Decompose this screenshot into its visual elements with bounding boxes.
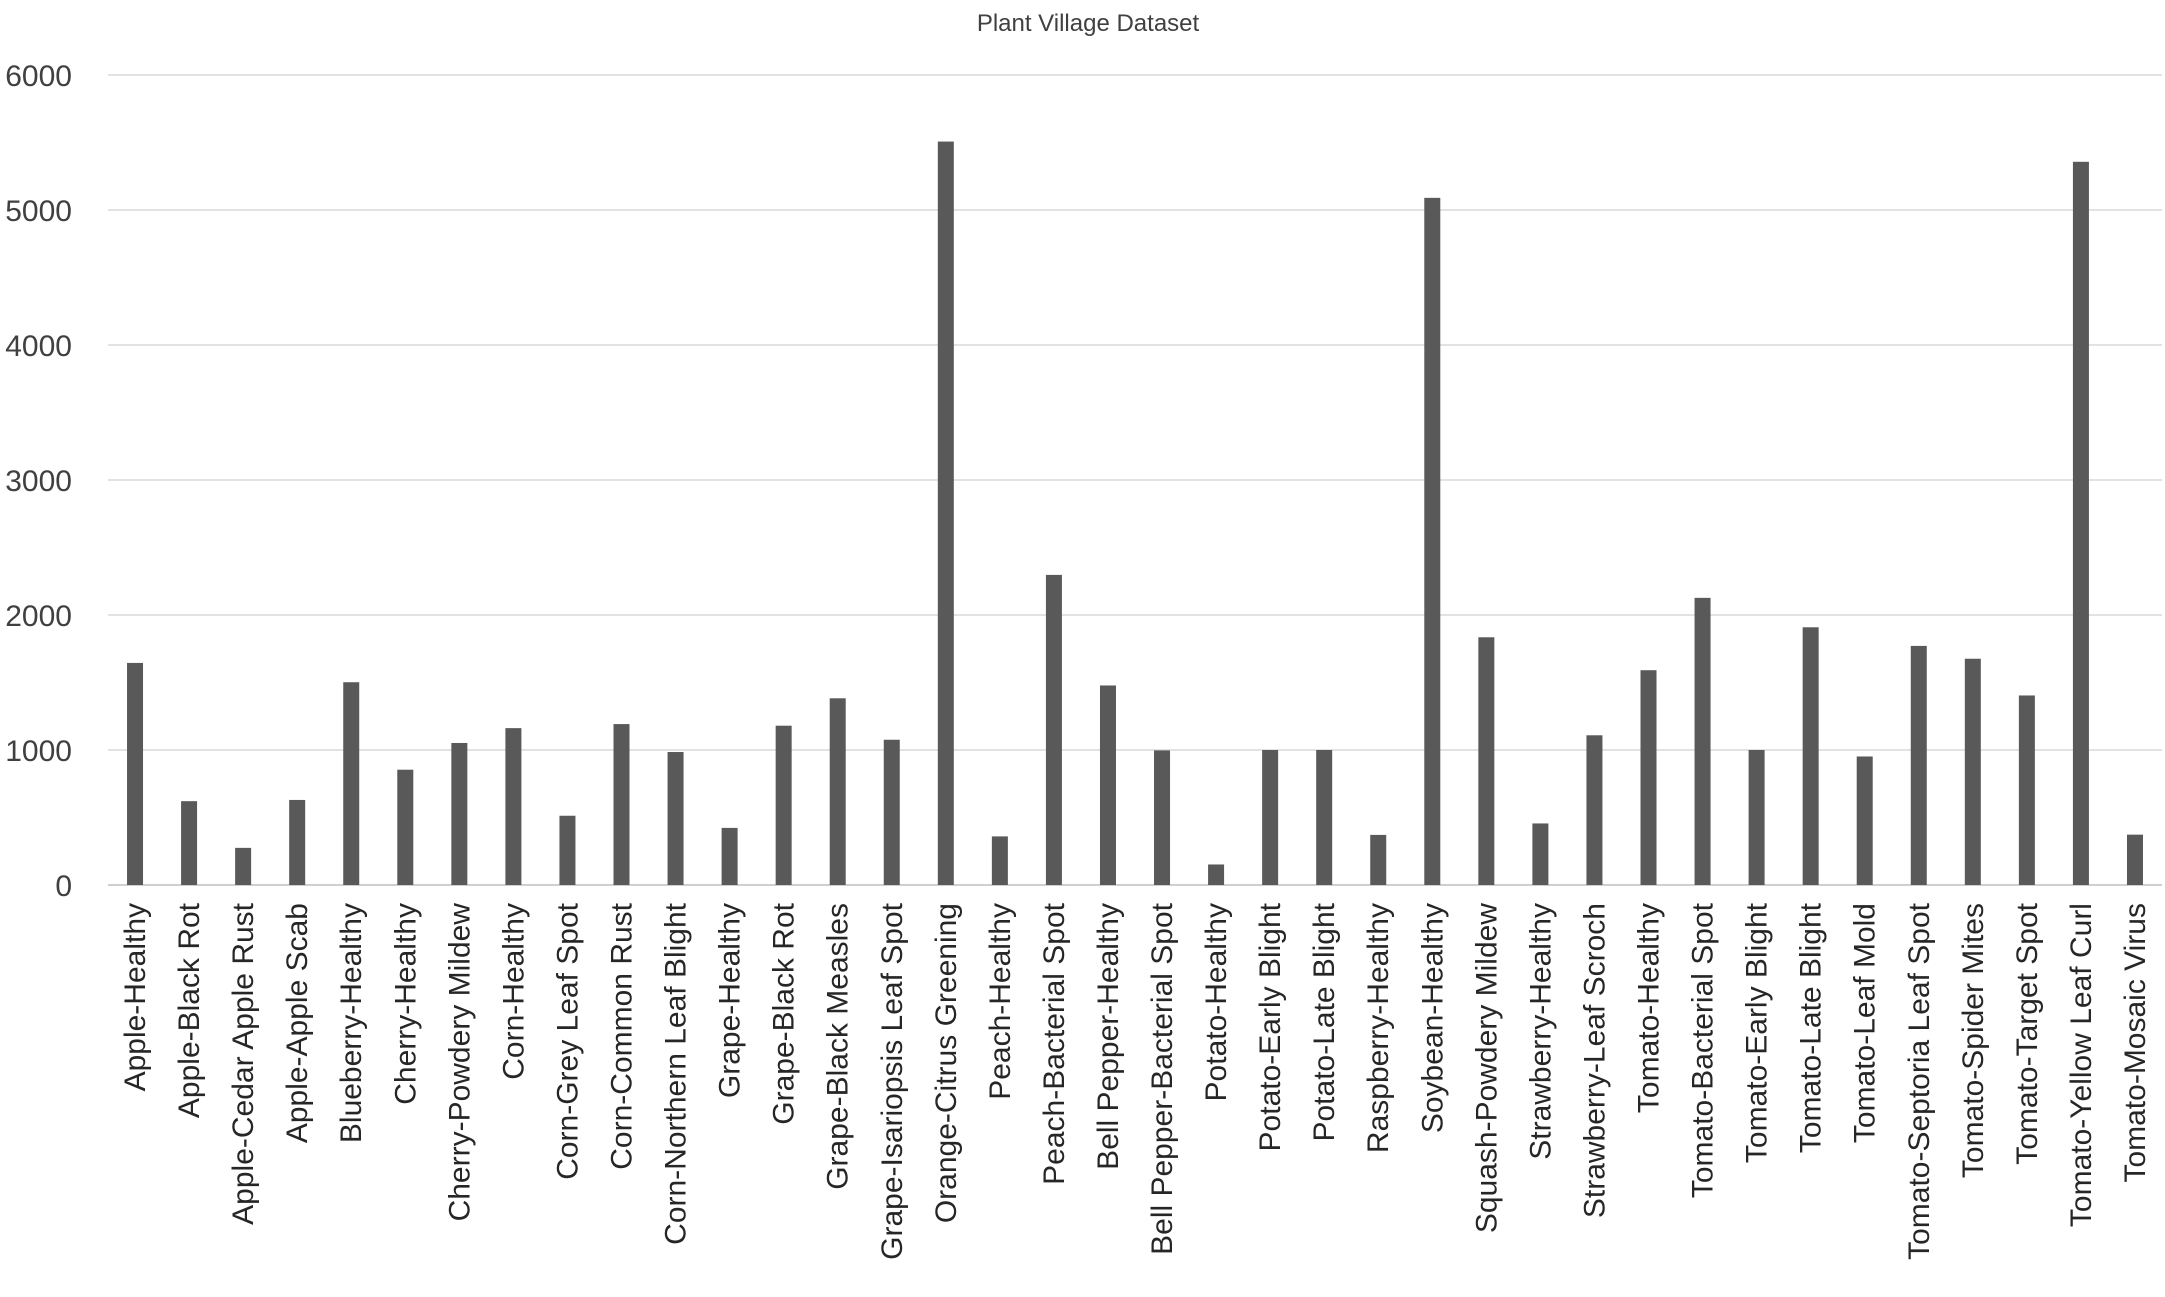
x-tick-label: Cherry-Healthy — [389, 903, 422, 1105]
bar — [1316, 750, 1333, 885]
bar — [1099, 685, 1116, 885]
gridlines — [108, 74, 2162, 886]
bar — [1856, 756, 1873, 885]
bar — [559, 815, 576, 885]
x-tick-label: Tomato-Early Blight — [1741, 902, 1774, 1163]
bar — [181, 801, 198, 885]
bar — [127, 662, 144, 885]
x-tick-label: Strawberry-Healthy — [1524, 903, 1557, 1160]
bar — [1424, 197, 1441, 886]
x-tick-label: Grape-Healthy — [714, 903, 747, 1098]
x-tick-label: Tomato-Healthy — [1633, 903, 1666, 1113]
x-tick-label: Tomato-Late Blight — [1795, 902, 1828, 1153]
bar — [1802, 627, 1819, 885]
x-tick-label: Corn-Healthy — [497, 903, 530, 1080]
bars — [127, 141, 2143, 886]
bar — [721, 827, 738, 885]
bar — [1532, 823, 1549, 885]
y-tick-label: 2000 — [5, 600, 72, 633]
bar — [397, 769, 414, 885]
y-axis-ticks: 0 1000 2000 3000 4000 5000 6000 — [5, 60, 72, 903]
bar — [451, 742, 468, 885]
bar — [937, 141, 954, 885]
x-tick-label: Squash-Powdery Mildew — [1470, 903, 1503, 1233]
bar — [1478, 637, 1495, 885]
x-axis-ticks: Apple-Healthy Apple-Black Rot Apple-Cedar … — [119, 902, 2152, 1260]
bar — [1208, 864, 1225, 885]
y-tick-label: 4000 — [5, 330, 72, 363]
bar — [1748, 750, 1765, 885]
bar — [829, 698, 846, 885]
x-tick-label: Grape-Isariopsis Leaf Spot — [876, 902, 909, 1260]
x-tick-label: Grape-Black Rot — [768, 902, 801, 1124]
x-tick-label: Corn-Grey Leaf Spot — [551, 902, 584, 1179]
x-tick-label: Tomato-Mosaic Virus — [2119, 903, 2152, 1183]
bar — [1045, 574, 1062, 885]
bar — [991, 836, 1008, 885]
bar — [613, 724, 630, 885]
bar — [2018, 695, 2035, 885]
x-tick-label: Grape-Black Measles — [822, 903, 855, 1190]
y-tick-label: 6000 — [5, 60, 72, 93]
x-tick-label: Strawberry-Leaf Scroch — [1578, 903, 1611, 1218]
bar — [235, 847, 252, 885]
bar — [1964, 658, 1981, 885]
bar — [289, 799, 306, 885]
x-tick-label: Corn-Northern Leaf Blight — [660, 902, 693, 1245]
bar — [1586, 735, 1603, 885]
bar — [2126, 834, 2143, 885]
x-tick-label: Potato-Late Blight — [1308, 902, 1341, 1141]
x-tick-label: Potato-Healthy — [1200, 903, 1233, 1101]
bar — [505, 728, 522, 885]
bar — [1262, 750, 1279, 885]
bar — [1640, 670, 1657, 885]
x-tick-label: Potato-Early Blight — [1254, 902, 1287, 1151]
x-tick-label: Apple-Black Rot — [173, 902, 206, 1118]
bar — [1694, 597, 1711, 885]
x-tick-label: Soybean-Healthy — [1416, 903, 1449, 1133]
x-tick-label: Cherry-Powdery Mildew — [443, 903, 476, 1222]
chart-title: Plant Village Dataset — [977, 10, 1200, 37]
x-tick-label: Tomato-Spider Mites — [1957, 903, 1990, 1178]
bar — [883, 739, 900, 885]
x-tick-label: Tomato-Leaf Mold — [1849, 903, 1882, 1143]
bar — [1370, 834, 1387, 885]
y-tick-label: 5000 — [5, 195, 72, 228]
x-tick-label: Bell Pepper-Healthy — [1092, 903, 1125, 1170]
bar — [1154, 750, 1171, 885]
x-tick-label: Raspberry-Healthy — [1362, 903, 1395, 1153]
x-tick-label: Tomato-Septoria Leaf Spot — [1903, 902, 1936, 1260]
x-tick-label: Blueberry-Healthy — [335, 903, 368, 1143]
bar — [667, 752, 684, 885]
x-tick-label: Corn-Common Rust — [606, 902, 639, 1169]
y-tick-label: 1000 — [5, 735, 72, 768]
bar — [1910, 645, 1927, 885]
x-tick-label: Peach-Bacterial Spot — [1038, 902, 1071, 1184]
x-tick-label: Peach-Healthy — [984, 903, 1017, 1100]
x-tick-label: Apple-Cedar Apple Rust — [227, 902, 260, 1225]
x-tick-label: Apple-Healthy — [119, 903, 152, 1091]
x-tick-label: Tomato-Bacterial Spot — [1687, 902, 1720, 1198]
bar — [775, 725, 792, 885]
y-tick-label: 0 — [55, 870, 72, 903]
bar — [2072, 161, 2089, 885]
x-tick-label: Orange-Citrus Greening — [930, 903, 963, 1223]
x-tick-label: Bell Pepper-Bacterial Spot — [1146, 902, 1179, 1255]
bar — [343, 682, 360, 885]
y-tick-label: 3000 — [5, 465, 72, 498]
x-tick-label: Tomato-Yellow Leaf Curl — [2065, 903, 2098, 1227]
x-tick-label: Tomato-Target Spot — [2011, 902, 2044, 1164]
x-tick-label: Apple-Apple Scab — [281, 903, 314, 1143]
